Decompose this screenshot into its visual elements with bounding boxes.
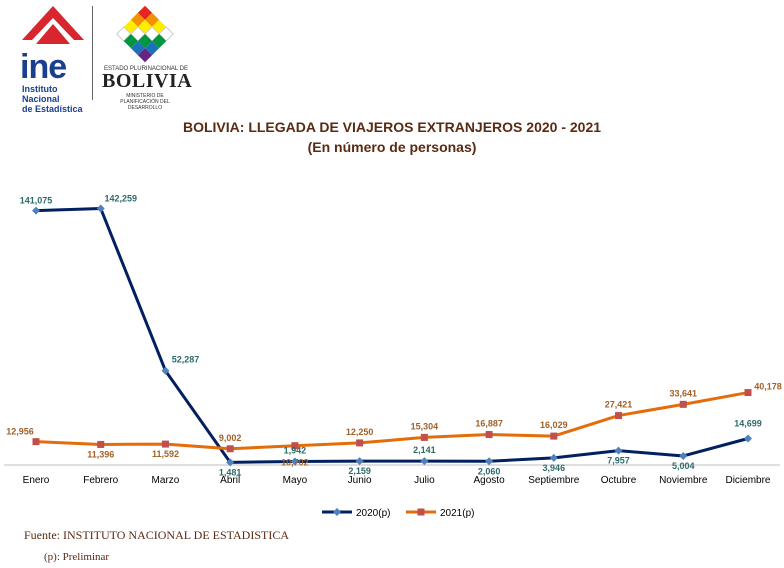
ministry-label: MINISTERIO DE PLANIFICACIÓN DEL DESARROL… [120,93,170,111]
x-tick-label: Abril [220,475,240,486]
bolivia-wiphala-icon [116,5,174,63]
x-tick-label: Enero [23,475,50,486]
data-point [550,432,558,440]
data-point [615,412,623,420]
legend-marker [333,508,341,516]
data-label: 1,942 [284,445,307,455]
data-point [355,457,364,466]
data-point [356,439,364,447]
chart-subtitle: (En número de personas) [307,139,477,155]
ine-logo-text: ine [20,48,67,86]
ine-logo-subtitle: Instituto Nacional de Estadística [22,84,83,114]
data-point [96,204,105,213]
legend-marker [417,508,425,516]
data-label: 27,421 [605,400,633,410]
data-label: 12,250 [346,427,374,437]
x-tick-label: Diciembre [725,475,770,486]
data-point [679,400,687,408]
data-label: 16,029 [540,420,568,430]
x-tick-label: Octubre [601,475,637,486]
data-point [291,442,299,450]
data-label: 7,957 [607,456,630,466]
data-label: 9,002 [219,433,242,443]
data-point [226,458,235,467]
data-label: 12,956 [6,427,34,437]
x-tick-label: Julio [414,475,435,486]
bolivia-logo: ESTADO PLURINACIONAL DE BOLIVIA MINISTER… [100,4,193,111]
data-label: 11,592 [152,449,179,459]
data-label: 2,159 [348,466,371,476]
logo-divider [92,6,93,100]
data-label: 14,699 [734,418,762,428]
chart-title: BOLIVIA: LLEGADA DE VIAJEROS EXTRANJEROS… [182,119,602,135]
data-point [290,457,299,466]
data-point [485,457,494,466]
data-point [614,446,623,455]
data-label: 142,259 [104,194,137,204]
data-label: 1,481 [219,467,242,477]
source-note: Fuente: INSTITUTO NACIONAL DE ESTADISTIC… [24,528,290,542]
data-point [161,366,170,375]
preliminary-note: (p): Preliminar [44,551,110,563]
data-label: 33,641 [670,388,698,398]
data-point [420,457,429,466]
data-point [420,433,428,441]
x-tick-label: Mayo [283,475,308,486]
data-point [226,445,234,453]
data-point [32,206,40,215]
x-tick-label: Noviembre [659,475,708,486]
x-tick-label: Febrero [83,475,118,486]
x-tick-label: Septiembre [528,475,580,486]
data-point [744,434,752,443]
data-point [97,440,105,448]
x-tick-label: Agosto [474,475,506,486]
data-point [679,451,688,460]
data-point [744,389,752,397]
bolivia-state-label: ESTADO PLURINACIONAL DE [104,66,189,72]
x-tick-label: Junio [348,475,372,486]
data-label: 40,178 [754,382,782,392]
legend-label: 2021(p) [440,508,474,519]
data-label: 141,075 [20,196,53,206]
data-label: 2,141 [413,445,436,455]
data-label: 10,702 [281,458,309,468]
series-line [35,391,749,451]
series-line [35,207,749,464]
data-point [32,438,40,446]
bolivia-word: BOLIVIA [102,70,193,92]
data-label: 5,004 [672,461,695,471]
data-point [161,440,169,448]
legend-label: 2020(p) [356,508,390,519]
data-label: 11,396 [87,449,114,459]
data-label: 16,887 [475,419,503,429]
data-point [549,453,558,462]
x-tick-label: Marzo [152,475,180,486]
ine-logo: ine Instituto Nacional de Estadística [18,4,88,114]
data-point [485,431,493,439]
ine-emblem-icon [22,6,84,44]
data-label: 3,946 [543,463,566,473]
data-label: 15,304 [411,421,439,431]
data-label: 2,060 [478,466,501,476]
data-label: 52,287 [172,355,200,365]
